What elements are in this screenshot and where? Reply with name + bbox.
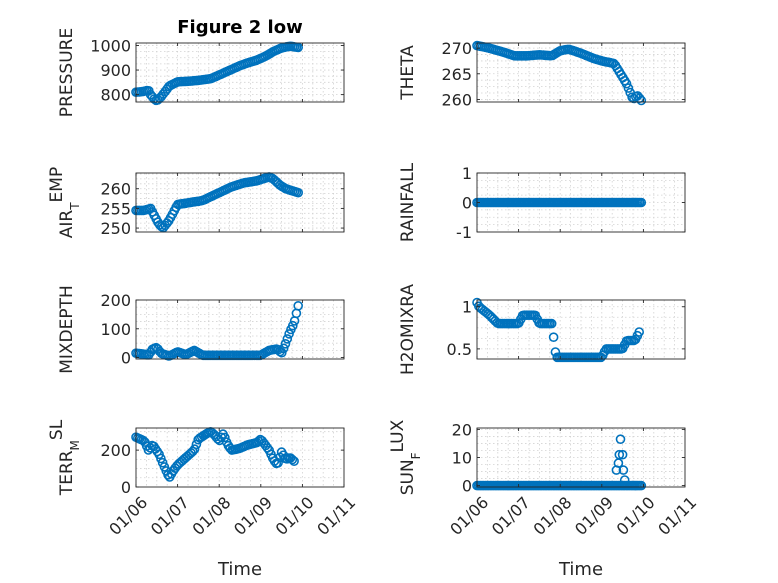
- axes-frame: [135, 299, 345, 360]
- y-tick-label: 200: [100, 291, 131, 310]
- axes-frame: [476, 299, 686, 360]
- data-point: [289, 456, 299, 467]
- axes-frame: [135, 42, 345, 103]
- data-point: [293, 187, 304, 198]
- y-tick-label: 250: [100, 219, 131, 238]
- y-axis-label: MIXDEPTH: [57, 285, 77, 374]
- y-tick-label: 10: [452, 449, 472, 468]
- data-point: [189, 444, 200, 454]
- panel-theta: 260 265 270 THETA: [398, 39, 686, 109]
- x-tick-label: 01/07: [147, 493, 193, 539]
- x-tick-label: 01/07: [488, 493, 534, 539]
- y-tick-label: 100: [100, 320, 131, 339]
- y-axis-label: TERRMSL: [47, 419, 82, 496]
- axes-frame: [476, 42, 686, 103]
- chart-title: Figure 2 low: [177, 17, 302, 38]
- data-point: [634, 327, 645, 337]
- y-tick-label: 265: [441, 65, 472, 84]
- x-tick-label: 01/06: [446, 493, 492, 539]
- y-axis-label: PRESSURE: [57, 28, 77, 117]
- data-point: [623, 83, 634, 93]
- x-tick-label: 01/08: [529, 493, 575, 539]
- data-point: [636, 480, 647, 491]
- y-axis-label: RAINFALL: [398, 162, 418, 242]
- data-point: [621, 78, 632, 89]
- data-point: [280, 338, 291, 349]
- y-tick-label: 255: [100, 199, 131, 218]
- panel-pressure: 800 900 1000 PRESSURE Figure 2 low: [57, 17, 345, 117]
- x-tick-label: 01/09: [230, 493, 276, 539]
- y-tick-label: 200: [100, 441, 131, 460]
- data-point: [293, 300, 304, 311]
- y-tick-label: 0: [121, 349, 131, 368]
- y-tick-label: 0: [121, 478, 131, 497]
- y-tick-label: 260: [100, 180, 131, 199]
- panel-h2omixra: 0.5 1 H2OMIXRA: [398, 284, 686, 375]
- data-point: [636, 197, 647, 208]
- data-point: [253, 436, 264, 446]
- y-tick-label: 260: [441, 90, 472, 109]
- y-tick-label: 1: [462, 298, 472, 317]
- data-point: [617, 449, 628, 460]
- x-axis-label: Time: [217, 559, 262, 580]
- y-axis-label: AIRTEMP: [47, 167, 82, 238]
- data-point: [282, 334, 293, 344]
- data-point: [636, 95, 647, 106]
- y-tick-label: 20: [452, 420, 472, 439]
- data-point: [278, 343, 289, 354]
- x-tick-label: 01/06: [105, 493, 151, 539]
- y-axis-label: H2OMIXRA: [398, 284, 418, 375]
- data-point: [615, 434, 626, 445]
- x-tick-label: 01/10: [272, 493, 318, 539]
- data-point: [618, 465, 629, 475]
- y-tick-label: 1: [462, 164, 472, 183]
- data-point: [546, 318, 557, 329]
- y-axis-label: THETA: [398, 45, 418, 101]
- y-tick-label: 0: [462, 477, 472, 496]
- data-point: [220, 432, 230, 443]
- data-point: [276, 347, 287, 358]
- y-axis-label: SUNFLUX: [388, 419, 423, 495]
- axes-frame: [135, 172, 345, 233]
- data-point: [614, 449, 625, 460]
- y-tick-label: 0: [462, 194, 472, 213]
- data-point: [619, 475, 630, 485]
- y-tick-label: 1000: [90, 36, 131, 55]
- x-tick-label: 01/08: [188, 493, 234, 539]
- y-tick-label: 0.5: [447, 340, 472, 359]
- data-point: [287, 454, 298, 465]
- x-axis-label: Time: [558, 559, 603, 580]
- axes-frame: [135, 427, 345, 488]
- y-tick-label: 270: [441, 39, 472, 58]
- x-tick-label: 01/09: [571, 493, 617, 539]
- x-tick-label: 01/11: [313, 493, 359, 539]
- y-tick-label: 800: [100, 86, 131, 105]
- x-tick-label: 01/10: [613, 493, 659, 539]
- data-point: [287, 320, 298, 331]
- panel-mixdepth: 0 100 200 MIXDEPTH: [57, 285, 345, 374]
- y-tick-label: -1: [456, 223, 472, 242]
- x-tick-label: 01/11: [654, 493, 700, 539]
- panel-rainfall: -1 0 1 RAINFALL: [398, 162, 686, 242]
- data-point: [273, 457, 283, 468]
- y-tick-label: 900: [100, 61, 131, 80]
- data-point: [548, 332, 559, 343]
- data-point: [284, 329, 294, 339]
